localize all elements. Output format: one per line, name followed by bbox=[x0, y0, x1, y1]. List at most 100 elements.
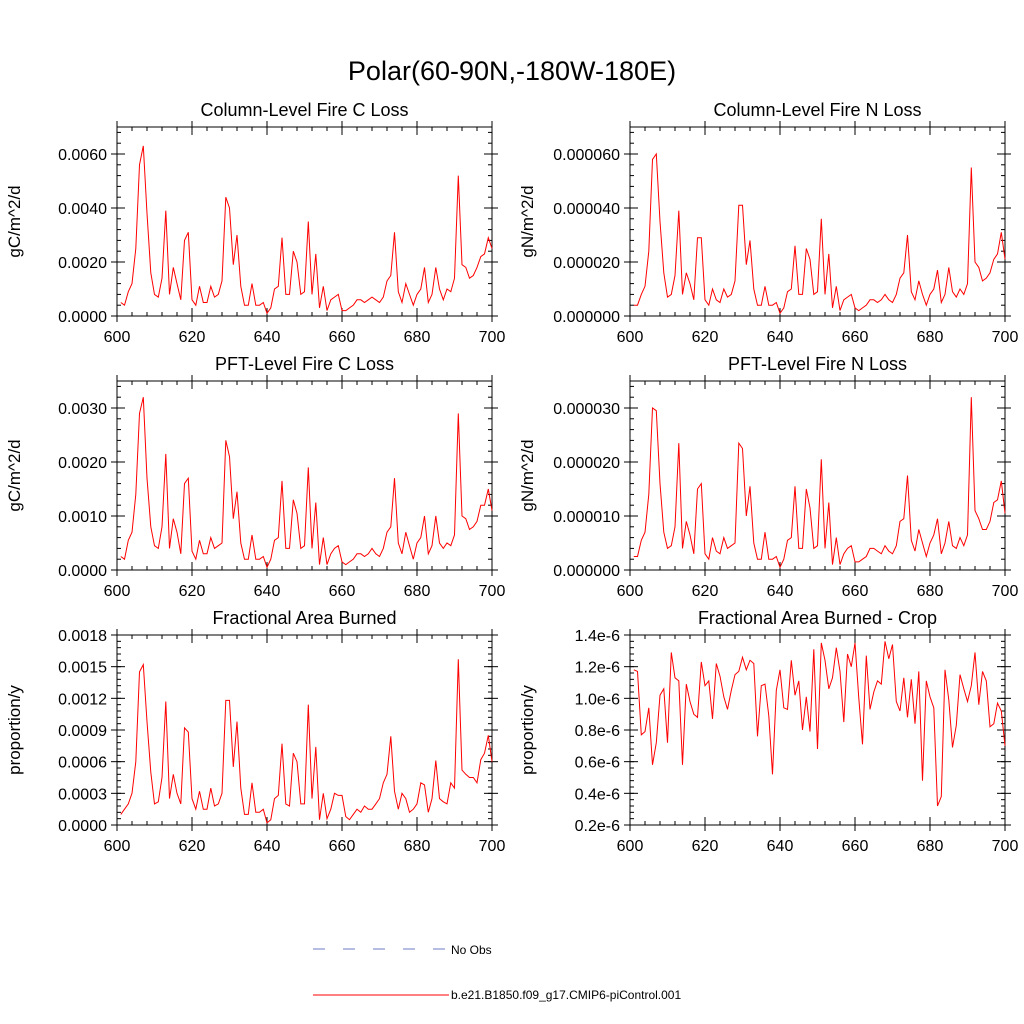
y-tick-label: 1.0e-6 bbox=[575, 691, 620, 708]
x-tick-label: 600 bbox=[617, 583, 644, 600]
legend-model-label: b.e21.B1850.f09_g17.CMIP6-piControl.001 bbox=[451, 988, 681, 1002]
x-tick-label: 700 bbox=[992, 838, 1019, 855]
x-tick-label: 660 bbox=[842, 329, 869, 346]
chart-panel-1: 600 620 640 660 680 700 0.0000 0.0020 0.0040 0.00… bbox=[5, 100, 505, 346]
y-axis-label: proportion/y bbox=[5, 685, 24, 775]
x-tick-label: 660 bbox=[842, 838, 869, 855]
y-axis-label: gC/m^2/d bbox=[5, 185, 24, 257]
chart-title: Fractional Area Burned - Crop bbox=[698, 608, 937, 628]
x-tick-label: 600 bbox=[617, 329, 644, 346]
x-tick-label: 640 bbox=[767, 838, 794, 855]
y-tick-label: 1.2e-6 bbox=[575, 660, 620, 677]
chart-panel-4: 600 620 640 660 680 700 0.000000 0.000010 0.0000… bbox=[518, 354, 1018, 600]
y-tick-label: 0.000060 bbox=[553, 147, 620, 164]
y-tick-label: 0.0000 bbox=[58, 309, 107, 326]
chart-title: Column-Level Fire C Loss bbox=[200, 100, 408, 120]
x-tick-label: 640 bbox=[767, 329, 794, 346]
y-tick-label: 0.0006 bbox=[58, 755, 107, 772]
legend: No Obs b.e21.B1850.f09_g17.CMIP6-piContr… bbox=[313, 943, 681, 1002]
y-tick-label: 0.0020 bbox=[58, 255, 107, 272]
plot-frame bbox=[116, 126, 493, 317]
y-tick-label: 0.0018 bbox=[58, 628, 107, 645]
x-tick-label: 620 bbox=[179, 838, 206, 855]
panels: 600 620 640 660 680 700 0.0000 0.0020 0.0040 0.00… bbox=[5, 100, 1018, 855]
chart-panel-6: 600 620 640 660 680 700 0.2e-6 0.4e-6 0.6e-6 0.8e… bbox=[518, 608, 1018, 855]
y-tick-label: 0.000030 bbox=[553, 401, 620, 418]
x-tick-label: 700 bbox=[479, 329, 506, 346]
x-tick-label: 680 bbox=[404, 329, 431, 346]
y-tick-label: 0.0003 bbox=[58, 786, 107, 803]
x-tick-label: 620 bbox=[692, 329, 719, 346]
figure-title: Polar(60-90N,-180W-180E) bbox=[348, 56, 676, 86]
y-axis-label: proportion/y bbox=[518, 685, 537, 775]
series-line bbox=[120, 397, 493, 569]
x-tick-label: 660 bbox=[842, 583, 869, 600]
series-line bbox=[120, 659, 493, 824]
x-tick-label: 700 bbox=[479, 838, 506, 855]
series-line bbox=[633, 397, 1006, 569]
series-line bbox=[120, 145, 493, 315]
plot-frame bbox=[116, 380, 493, 571]
x-tick-label: 600 bbox=[104, 583, 131, 600]
y-tick-label: 0.0060 bbox=[58, 147, 107, 164]
y-tick-label: 0.000020 bbox=[553, 455, 620, 472]
x-tick-label: 600 bbox=[104, 838, 131, 855]
series-line bbox=[633, 641, 1006, 807]
chart-title: Fractional Area Burned bbox=[212, 608, 396, 628]
plot-frame bbox=[629, 380, 1006, 571]
y-tick-label: 0.0000 bbox=[58, 818, 107, 835]
chart-panel-5: 600 620 640 660 680 700 0.0000 0.0003 0.0006 0.00… bbox=[5, 608, 505, 855]
y-tick-label: 0.0040 bbox=[58, 201, 107, 218]
y-tick-label: 0.6e-6 bbox=[575, 755, 620, 772]
y-axis-label: gN/m^2/d bbox=[518, 439, 537, 511]
x-tick-label: 600 bbox=[617, 838, 644, 855]
y-tick-label: 1.4e-6 bbox=[575, 628, 620, 645]
x-tick-label: 620 bbox=[179, 583, 206, 600]
x-tick-label: 680 bbox=[917, 329, 944, 346]
y-tick-label: 0.8e-6 bbox=[575, 723, 620, 740]
x-tick-label: 640 bbox=[767, 583, 794, 600]
y-tick-label: 0.000040 bbox=[553, 201, 620, 218]
y-tick-label: 0.0012 bbox=[58, 691, 107, 708]
y-tick-label: 0.0009 bbox=[58, 723, 107, 740]
x-tick-label: 700 bbox=[479, 583, 506, 600]
y-tick-label: 0.000010 bbox=[553, 509, 620, 526]
x-tick-label: 620 bbox=[692, 838, 719, 855]
chart-title: PFT-Level Fire C Loss bbox=[215, 354, 394, 374]
x-tick-label: 680 bbox=[917, 583, 944, 600]
y-tick-label: 0.0015 bbox=[58, 660, 107, 677]
y-tick-label: 0.0000 bbox=[58, 563, 107, 580]
x-tick-label: 640 bbox=[254, 583, 281, 600]
chart-panel-3: 600 620 640 660 680 700 0.0000 0.0010 0.0020 0.00… bbox=[5, 354, 505, 600]
x-tick-label: 700 bbox=[992, 329, 1019, 346]
y-axis-label: gC/m^2/d bbox=[5, 439, 24, 511]
y-tick-label: 0.000000 bbox=[553, 563, 620, 580]
y-tick-label: 0.000020 bbox=[553, 255, 620, 272]
chart-title: Column-Level Fire N Loss bbox=[713, 100, 921, 120]
x-tick-label: 660 bbox=[329, 583, 356, 600]
y-tick-label: 0.0020 bbox=[58, 455, 107, 472]
y-axis-label: gN/m^2/d bbox=[518, 185, 537, 257]
y-tick-label: 0.0010 bbox=[58, 509, 107, 526]
series-line bbox=[633, 152, 1006, 315]
x-tick-label: 620 bbox=[692, 583, 719, 600]
y-tick-label: 0.000000 bbox=[553, 309, 620, 326]
x-tick-label: 680 bbox=[404, 838, 431, 855]
x-tick-label: 640 bbox=[254, 329, 281, 346]
y-tick-label: 0.4e-6 bbox=[575, 786, 620, 803]
legend-obs-label: No Obs bbox=[451, 943, 492, 957]
x-tick-label: 660 bbox=[329, 329, 356, 346]
chart-panel-2: 600 620 640 660 680 700 0.000000 0.000020 0.0000… bbox=[518, 100, 1018, 346]
x-tick-label: 620 bbox=[179, 329, 206, 346]
x-tick-label: 660 bbox=[329, 838, 356, 855]
y-tick-label: 0.2e-6 bbox=[575, 818, 620, 835]
y-tick-label: 0.0030 bbox=[58, 401, 107, 418]
x-tick-label: 700 bbox=[992, 583, 1019, 600]
chart-title: PFT-Level Fire N Loss bbox=[728, 354, 907, 374]
x-tick-label: 600 bbox=[104, 329, 131, 346]
plot-frame bbox=[629, 634, 1006, 826]
x-tick-label: 680 bbox=[917, 838, 944, 855]
plot-frame bbox=[629, 126, 1006, 317]
x-tick-label: 680 bbox=[404, 583, 431, 600]
